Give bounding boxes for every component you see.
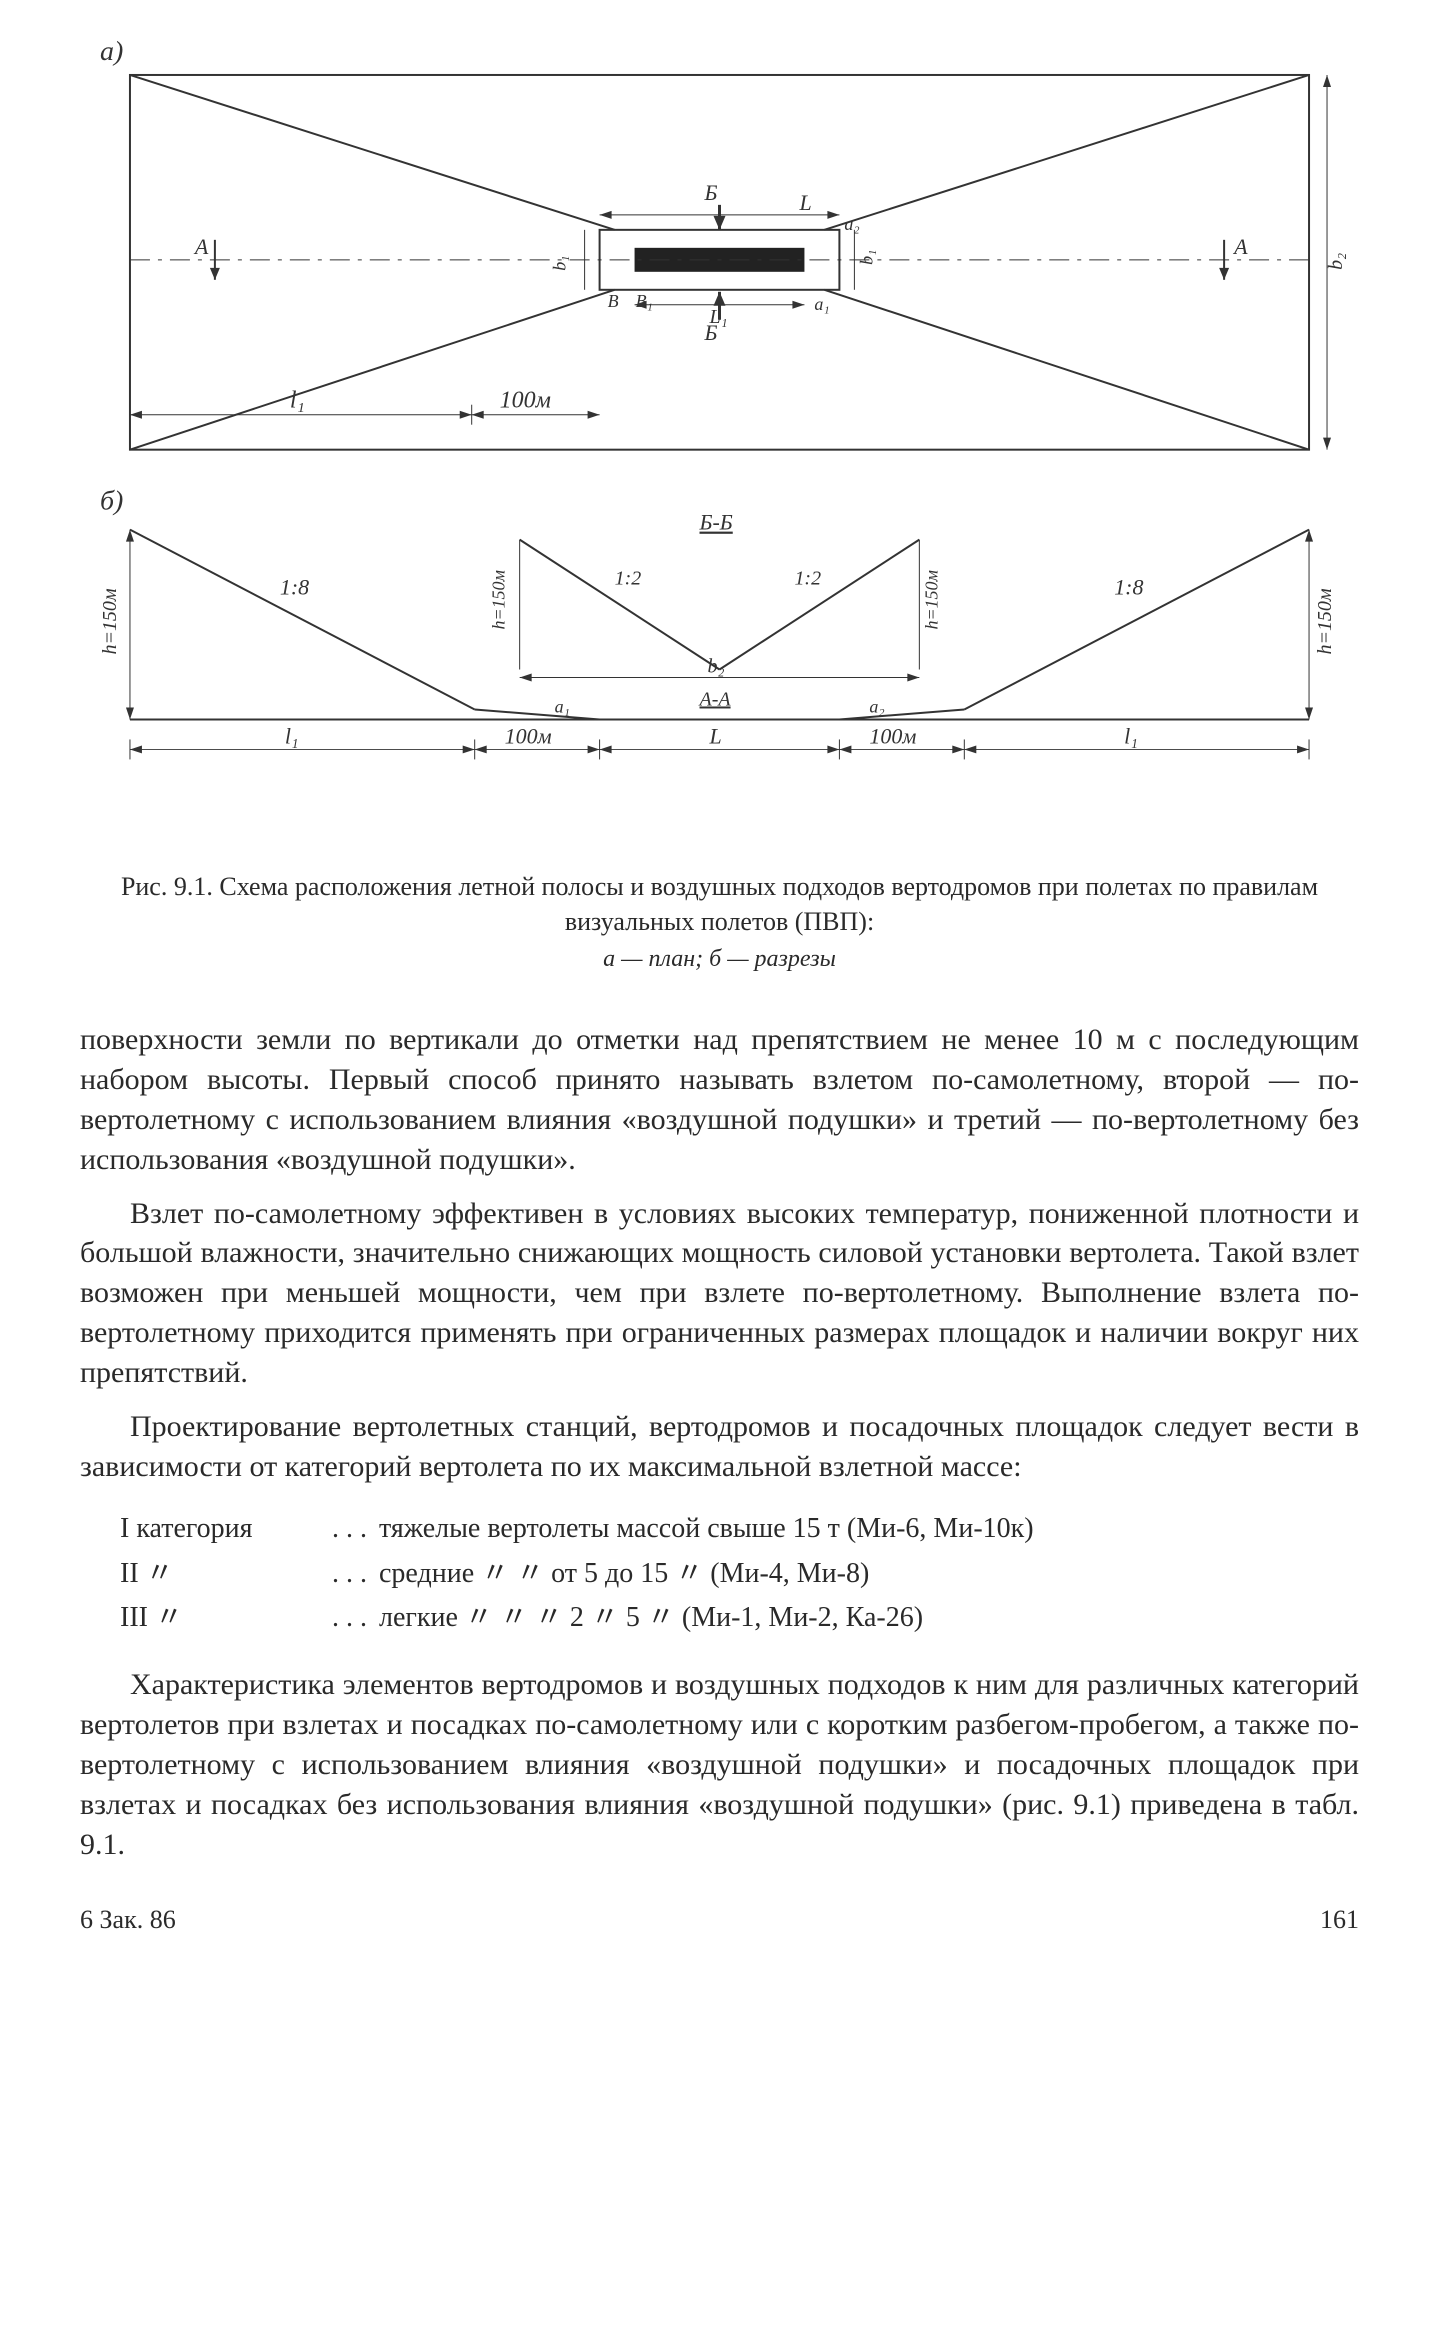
slope12-left: 1:2	[615, 568, 642, 590]
figure-caption: Рис. 9.1. Схема расположения летной поло…	[80, 869, 1359, 975]
page: а) A A	[0, 0, 1439, 1975]
cat-desc: средние 〃 〃 от 5 до 15 〃 (Ми-4, Ми-8)	[379, 1552, 1359, 1597]
footer-right: 161	[1320, 1905, 1359, 1935]
para-4: Характеристика элементов вертодромов и в…	[80, 1665, 1359, 1864]
slope18-left: 1:8	[280, 575, 309, 600]
page-footer: 6 Зак. 86 161	[80, 1905, 1359, 1935]
sec-l1-left: l₁	[285, 723, 299, 748]
fig-label-b: б)	[100, 486, 123, 517]
sec-a1: a₁	[555, 696, 570, 716]
dim-L1: L₁	[709, 306, 728, 328]
slope12-right: 1:2	[794, 568, 821, 590]
figure-svg: а) A A	[80, 30, 1359, 849]
cat-desc: легкие 〃 〃 〃 2 〃 5 〃 (Ми-1, Ми-2, Ка-26)	[379, 1596, 1359, 1641]
h150-inner-l: h=150м	[489, 569, 509, 629]
cat-num: I категория	[120, 1507, 320, 1552]
cat-num: III 〃	[120, 1596, 320, 1641]
sec-a2: a₂	[869, 696, 884, 716]
section-B-top: Б	[704, 180, 718, 205]
section-A-left: A	[193, 234, 209, 259]
cat-sep: . . .	[332, 1596, 367, 1641]
caption-line1: Рис. 9.1. Схема расположения летной поло…	[121, 872, 1318, 936]
section-view: h=150м h=150м 1:8 1:8 Б-Б h=150м h=150м …	[99, 510, 1336, 760]
dim-B: B	[608, 291, 619, 311]
dim-b1-left: b₁	[550, 256, 570, 271]
slope18-right: 1:8	[1114, 575, 1143, 600]
cat-sep: . . .	[332, 1507, 367, 1552]
sec-100m-l: 100м	[505, 723, 552, 748]
body-text: поверхности земли по вертикали до отметк…	[80, 1020, 1359, 1487]
category-list: I категория . . . тяжелые вертолеты масс…	[120, 1507, 1359, 1641]
dim-100m: 100м	[500, 388, 551, 414]
dim-b2-right: b₂	[1325, 253, 1347, 270]
dim-a2: a₂	[844, 214, 859, 234]
sec-L: L	[709, 723, 722, 748]
sec-100m-r: 100м	[869, 723, 916, 748]
dim-l1: l₁	[290, 388, 305, 414]
cat-row: III 〃 . . . легкие 〃 〃 〃 2 〃 5 〃 (Ми-1, …	[120, 1596, 1359, 1641]
para-1: поверхности земли по вертикали до отметк…	[80, 1020, 1359, 1180]
para-3: Проектирование вертолетных станций, верт…	[80, 1407, 1359, 1487]
fig-label-a: а)	[100, 36, 123, 67]
label-AA: A-A	[698, 688, 732, 710]
h150-right: h=150м	[1314, 588, 1336, 654]
cat-desc: тяжелые вертолеты массой свыше 15 т (Ми-…	[379, 1507, 1359, 1552]
dim-L: L	[798, 190, 811, 215]
caption-line2: а — план; б — разрезы	[603, 946, 836, 972]
h150-inner-r: h=150м	[921, 569, 941, 629]
sec-l1-right: l₁	[1124, 723, 1138, 748]
cat-row: I категория . . . тяжелые вертолеты масс…	[120, 1507, 1359, 1552]
dim-b1-right: b₁	[856, 250, 876, 265]
sec-dim-b2: b₂	[708, 655, 725, 677]
para-2: Взлет по-самолетному эффективен в услови…	[80, 1194, 1359, 1393]
cat-num: II 〃	[120, 1552, 320, 1597]
dim-a1: a₁	[814, 294, 829, 314]
cat-row: II 〃 . . . средние 〃 〃 от 5 до 15 〃 (Ми-…	[120, 1552, 1359, 1597]
dim-B1: B₁	[636, 291, 653, 311]
footer-left: 6 Зак. 86	[80, 1905, 176, 1935]
body-text-2: Характеристика элементов вертодромов и в…	[80, 1665, 1359, 1864]
plan-view: A A Б Б L a₂	[130, 75, 1347, 450]
h150-left: h=150м	[99, 588, 121, 654]
cat-sep: . . .	[332, 1552, 367, 1597]
section-A-right: A	[1232, 234, 1248, 259]
figure-9-1: а) A A	[80, 30, 1359, 849]
label-BB: Б-Б	[699, 510, 733, 535]
